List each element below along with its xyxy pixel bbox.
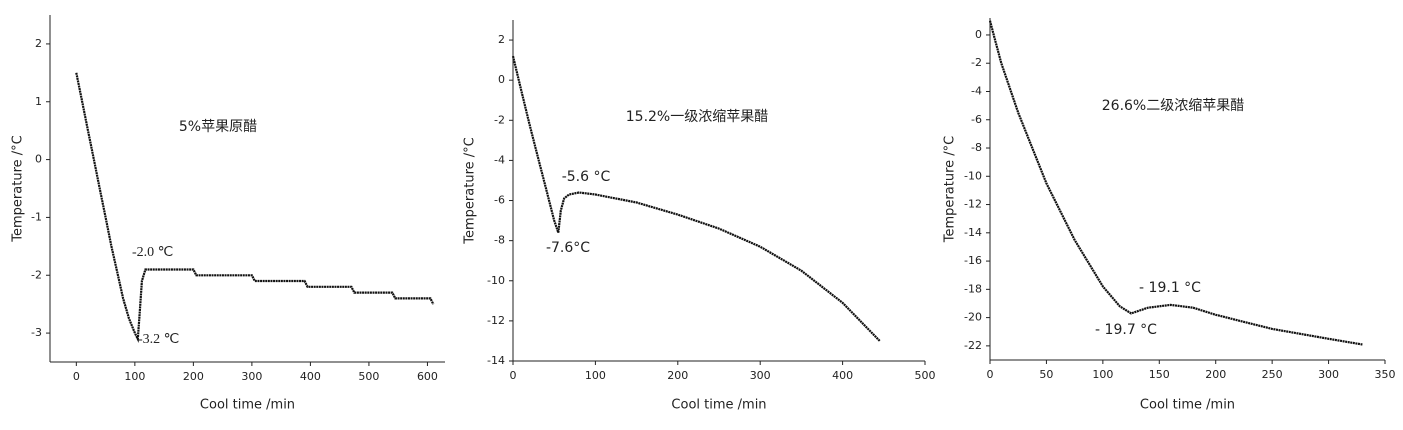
x-tick-label: 100 xyxy=(585,369,606,382)
x-tick-label: 200 xyxy=(183,370,204,383)
y-tick-label: -8 xyxy=(971,141,982,154)
x-tick-label: 300 xyxy=(1318,368,1339,381)
x-tick-label: 400 xyxy=(832,369,853,382)
x-tick-label: 400 xyxy=(300,370,321,383)
y-tick-label: -3 xyxy=(31,326,42,339)
y-tick-label: -22 xyxy=(964,339,982,352)
data-line xyxy=(988,20,1363,346)
y-tick-label: -8 xyxy=(494,234,505,247)
y-tick-label: -16 xyxy=(964,254,982,267)
x-tick-label: 150 xyxy=(1149,368,1170,381)
x-tick-label: 300 xyxy=(241,370,262,383)
y-tick-label: 0 xyxy=(35,153,42,166)
y-axis-label: Temperature /°C xyxy=(943,136,958,243)
y-tick-label: -1 xyxy=(31,210,42,223)
y-tick-label: -4 xyxy=(971,84,982,97)
annotation: -2.0 ℃ xyxy=(132,245,173,260)
x-tick-label: 350 xyxy=(1375,368,1396,381)
data-line xyxy=(511,55,881,342)
y-tick-label: -10 xyxy=(487,274,505,287)
x-tick-label: 200 xyxy=(1205,368,1226,381)
x-tick-label: 0 xyxy=(987,368,994,381)
y-tick-label: -20 xyxy=(964,311,982,324)
annotation: - 19.1 °C xyxy=(1139,280,1201,296)
x-axis-label: Cool time /min xyxy=(671,398,766,413)
annotation: 26.6%二级浓缩苹果醋 xyxy=(1102,98,1244,114)
x-tick-label: 100 xyxy=(124,370,145,383)
x-axis-label: Cool time /min xyxy=(1140,398,1235,413)
y-tick-label: -2 xyxy=(31,268,42,281)
y-tick-label: -10 xyxy=(964,169,982,182)
y-tick-label: -6 xyxy=(494,194,505,207)
x-tick-label: 200 xyxy=(667,369,688,382)
y-tick-label: -12 xyxy=(487,314,505,327)
y-axis-label: Temperature /°C xyxy=(463,137,478,244)
x-tick-label: 500 xyxy=(358,370,379,383)
x-tick-label: 500 xyxy=(915,369,936,382)
data-line xyxy=(75,72,435,343)
x-tick-label: 50 xyxy=(1039,368,1053,381)
annotation: -5.6 °C xyxy=(562,169,611,185)
x-tick-label: 300 xyxy=(750,369,771,382)
y-tick-label: -4 xyxy=(494,153,505,166)
y-tick-label: -14 xyxy=(487,354,505,367)
x-tick-label: 250 xyxy=(1262,368,1283,381)
y-tick-label: 0 xyxy=(975,28,982,41)
annotation: -7.6°C xyxy=(546,240,590,256)
annotation: 15.2%一级浓缩苹果醋 xyxy=(626,109,768,125)
y-tick-label: 1 xyxy=(35,95,42,108)
y-tick-label: 2 xyxy=(35,37,42,50)
x-tick-label: 600 xyxy=(417,370,438,383)
y-tick-label: -6 xyxy=(971,113,982,126)
x-tick-label: 0 xyxy=(73,370,80,383)
y-tick-label: -2 xyxy=(494,113,505,126)
y-tick-label: -12 xyxy=(964,198,982,211)
y-tick-label: -14 xyxy=(964,226,982,239)
x-tick-label: 0 xyxy=(510,369,517,382)
y-tick-label: -2 xyxy=(971,56,982,69)
annotation: -3.2 ℃ xyxy=(138,332,179,347)
y-tick-label: 0 xyxy=(498,73,505,86)
annotation: - 19.7 °C xyxy=(1095,322,1157,338)
y-axis-label: Temperature /°C xyxy=(11,135,26,242)
y-tick-label: -18 xyxy=(964,282,982,295)
y-tick-label: 2 xyxy=(498,33,505,46)
annotation: 5%苹果原醋 xyxy=(179,119,257,135)
x-tick-label: 100 xyxy=(1092,368,1113,381)
x-axis-label: Cool time /min xyxy=(200,398,295,413)
